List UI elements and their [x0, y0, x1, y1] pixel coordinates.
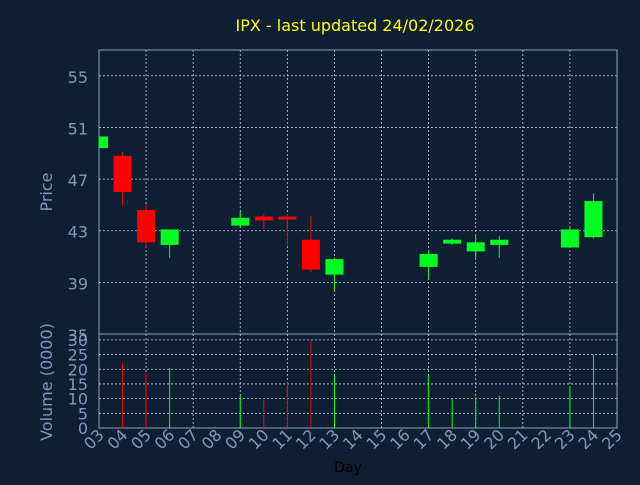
- price-plot-frame: [98, 49, 618, 335]
- x-ticks: 0304050607080910111213141516171819202122…: [80, 425, 626, 453]
- candle-13: [325, 257, 344, 291]
- candle-body: [278, 216, 297, 220]
- candle-24: [584, 193, 603, 239]
- candle-05: [137, 204, 156, 248]
- volume-tick-label: 20: [68, 360, 88, 379]
- candle-body: [325, 259, 344, 275]
- volume-tick-label: 30: [68, 331, 88, 350]
- price-axis-label: Price: [37, 172, 56, 211]
- candle-body: [301, 239, 320, 270]
- candle-12: [301, 216, 320, 273]
- price-tick-label: 47: [68, 171, 88, 190]
- candle-09: [231, 211, 250, 227]
- candle-body: [160, 229, 179, 245]
- candle-19: [466, 235, 485, 258]
- price-grid: [99, 50, 617, 334]
- candle-body: [254, 216, 273, 221]
- volume-tick-label: 15: [68, 375, 88, 394]
- volume-grid: [99, 334, 617, 428]
- price-y-ticks: 35 39 43 47 51 55: [68, 68, 88, 345]
- volume-tick-label: 10: [68, 390, 88, 409]
- price-tick-label: 51: [68, 119, 88, 138]
- volume-plot-frame: [98, 333, 618, 429]
- candle-body: [466, 242, 485, 252]
- candle-body: [99, 136, 108, 149]
- price-tick-label: 43: [68, 223, 88, 242]
- candles: [98, 136, 603, 291]
- candle-body: [584, 201, 603, 238]
- volume-axis-label: Volume (0000): [37, 323, 56, 441]
- candle-23: [560, 228, 579, 248]
- candle-06: [160, 229, 179, 258]
- candle-body: [490, 239, 509, 245]
- candle-body: [443, 239, 462, 244]
- candle-body: [137, 210, 156, 243]
- price-tick-label: 35: [68, 326, 88, 345]
- chart-title: IPX - last updated 24/02/2026: [235, 16, 474, 35]
- candle-11: [278, 213, 297, 247]
- x-axis-label: Day: [334, 460, 362, 476]
- candle-03: [98, 136, 108, 149]
- candle-10: [254, 213, 273, 230]
- price-tick-label: 55: [68, 68, 88, 87]
- price-tick-label: 39: [68, 274, 88, 293]
- candle-04: [113, 151, 132, 205]
- candle-body: [113, 155, 132, 192]
- volume-tick-label: 0: [78, 419, 88, 438]
- candle-body: [560, 229, 579, 248]
- candle-20: [490, 235, 509, 258]
- x-tick-label: 25: [598, 425, 626, 453]
- candle-18: [443, 238, 462, 245]
- candle-17: [419, 250, 438, 279]
- candle-body: [231, 217, 250, 226]
- volume-tick-label: 5: [78, 404, 88, 423]
- volume-bars: [122, 339, 594, 428]
- volume-tick-label: 25: [68, 346, 88, 365]
- candle-body: [419, 253, 438, 267]
